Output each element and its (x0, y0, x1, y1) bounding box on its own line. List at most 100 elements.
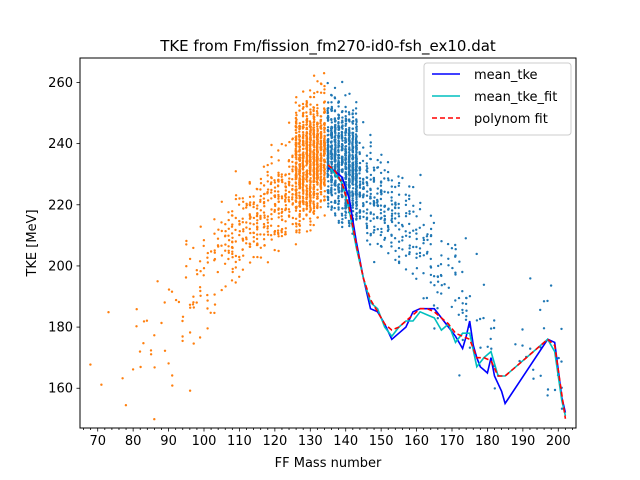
heavy-fragment-point (362, 177, 365, 181)
light-fragment-point (323, 91, 326, 95)
heavy-fragment-point (529, 347, 532, 350)
heavy-fragment-point (326, 143, 330, 147)
light-fragment-point (295, 161, 298, 164)
heavy-fragment-point (412, 185, 415, 189)
light-fragment-point (295, 158, 298, 161)
heavy-fragment-point (369, 141, 372, 144)
heavy-fragment-point (340, 131, 344, 134)
light-fragment-point (213, 311, 216, 315)
heavy-fragment-point (397, 184, 400, 187)
heavy-fragment-point (334, 127, 337, 130)
heavy-fragment-point (330, 132, 333, 135)
heavy-fragment-point (344, 105, 347, 109)
heavy-fragment-point (436, 307, 439, 310)
y-tick-label: 260 (48, 76, 73, 91)
x-tick-label: 180 (475, 434, 500, 449)
heavy-fragment-point (408, 210, 411, 213)
light-fragment-point (256, 212, 259, 215)
light-fragment-point (234, 260, 237, 264)
heavy-fragment-point (369, 178, 372, 181)
light-fragment-point (298, 212, 301, 216)
heavy-fragment-point (415, 215, 418, 218)
light-fragment-point (230, 246, 234, 249)
light-fragment-point (237, 203, 241, 206)
light-fragment-point (231, 250, 234, 253)
heavy-fragment-point (429, 273, 433, 277)
heavy-fragment-point (397, 175, 400, 178)
heavy-fragment-point (397, 221, 400, 225)
light-fragment-point (309, 134, 312, 137)
light-fragment-point (309, 129, 312, 132)
heavy-fragment-point (330, 144, 333, 148)
x-axis: 70 80 90 100 110 120 130 140 150 160 170 180 190 200 (83, 428, 573, 449)
light-fragment-point (305, 213, 308, 216)
light-fragment-point (206, 251, 209, 255)
light-fragment-point (315, 166, 319, 170)
heavy-fragment-point (383, 190, 386, 193)
heavy-fragment-point (327, 133, 330, 136)
light-fragment-point (277, 249, 280, 253)
light-fragment-point (305, 151, 308, 155)
heavy-fragment-point (369, 219, 372, 223)
heavy-fragment-point (454, 299, 457, 302)
heavy-fragment-point (351, 134, 355, 138)
light-fragment-point (323, 123, 326, 127)
heavy-fragment-point (376, 201, 379, 204)
light-fragment-point (266, 225, 269, 228)
heavy-fragment-point (330, 175, 333, 179)
light-fragment-point (266, 227, 269, 230)
light-fragment-point (266, 163, 269, 167)
heavy-fragment-point (397, 261, 401, 265)
legend-label: polynom fit (474, 112, 548, 127)
light-fragment-point (319, 187, 323, 191)
light-fragment-point (273, 248, 276, 252)
light-fragment-point (181, 339, 184, 343)
heavy-fragment-point (337, 101, 340, 104)
heavy-fragment-point (355, 181, 358, 184)
light-fragment-point (319, 142, 323, 146)
heavy-fragment-point (351, 116, 355, 119)
light-fragment-point (217, 245, 220, 248)
heavy-fragment-point (352, 175, 355, 178)
light-fragment-point (273, 181, 277, 184)
light-fragment-point (319, 125, 322, 128)
light-fragment-point (287, 160, 290, 163)
heavy-fragment-point (347, 148, 351, 151)
heavy-fragment-point (361, 196, 365, 199)
heavy-fragment-point (369, 202, 372, 205)
light-fragment-point (269, 234, 273, 237)
light-fragment-point (199, 294, 202, 297)
heavy-fragment-point (348, 168, 351, 171)
heavy-fragment-point (366, 167, 369, 170)
light-fragment-point (319, 115, 322, 118)
light-fragment-point (312, 123, 315, 127)
light-fragment-point (252, 231, 255, 234)
heavy-fragment-point (348, 126, 351, 130)
heavy-fragment-point (334, 181, 337, 184)
light-fragment-point (266, 170, 269, 174)
light-fragment-point (224, 249, 227, 252)
light-fragment-point (309, 190, 312, 194)
light-fragment-point (298, 122, 301, 125)
heavy-fragment-point (461, 338, 464, 342)
heavy-fragment-point (355, 198, 358, 201)
heavy-fragment-point (457, 296, 461, 300)
heavy-fragment-point (408, 222, 411, 226)
heavy-fragment-point (404, 234, 408, 237)
light-fragment-point (298, 109, 301, 112)
light-fragment-point (270, 176, 273, 179)
light-fragment-point (312, 136, 316, 139)
light-fragment-point (316, 125, 319, 128)
light-fragment-point (323, 110, 326, 113)
light-fragment-point (245, 204, 248, 207)
heavy-fragment-point (369, 133, 372, 137)
heavy-fragment-point (344, 94, 347, 97)
heavy-fragment-point (355, 200, 358, 203)
lines-layer (327, 164, 567, 419)
light-fragment-point (273, 190, 277, 193)
heavy-fragment-point (337, 197, 340, 200)
heavy-fragment-point (355, 123, 358, 126)
light-fragment-point (312, 139, 316, 142)
light-fragment-point (199, 270, 202, 273)
light-fragment-point (270, 197, 273, 200)
